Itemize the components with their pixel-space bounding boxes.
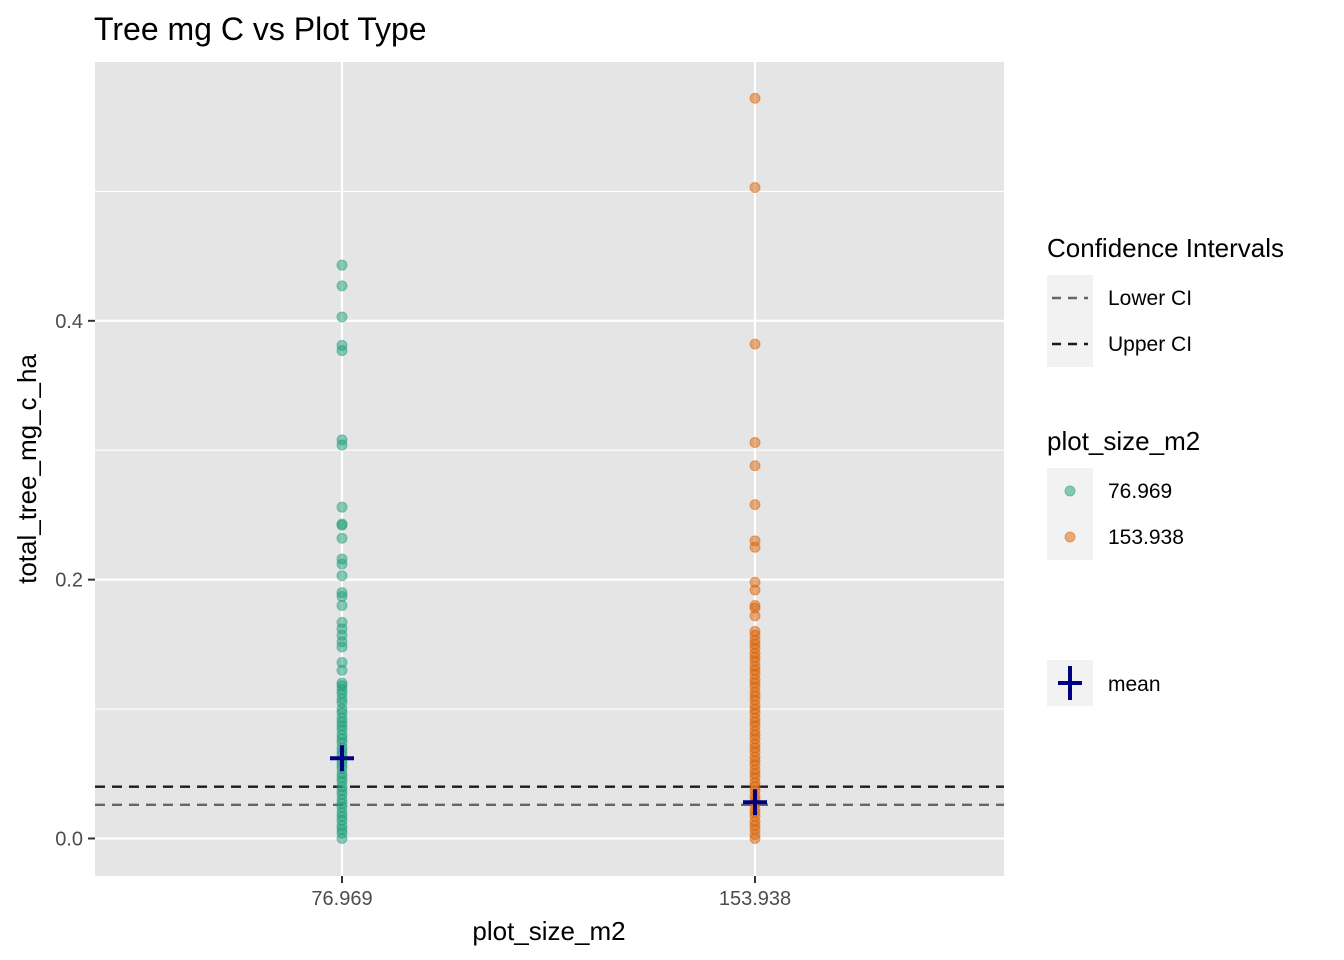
- point-s0-10: [336, 532, 348, 544]
- chart-title: Tree mg C vs Plot Type: [94, 11, 427, 47]
- legend-ci-label-upper: Upper CI: [1108, 333, 1192, 356]
- point-s1-3: [749, 436, 761, 448]
- point-s0-4: [336, 345, 348, 357]
- point-s0-15: [336, 590, 348, 602]
- legend-ci-label-lower: Lower CI: [1108, 287, 1192, 310]
- confidence-lines: [95, 785, 1004, 807]
- grid-minor: [95, 190, 1004, 710]
- point-s0-2: [336, 311, 348, 323]
- y-tick-label-2: 0.4: [55, 311, 83, 333]
- point-s1-7: [749, 541, 761, 553]
- point-s1-12: [749, 610, 761, 622]
- y-tick-label-0: 0.0: [55, 828, 83, 850]
- legend-color-key-1: [1064, 531, 1076, 543]
- point-s0-0: [336, 259, 348, 271]
- point-s0-7: [336, 501, 348, 513]
- legend-mean-label: mean: [1108, 673, 1161, 696]
- plot-panel: [95, 62, 1004, 876]
- point-s0-1: [336, 280, 348, 292]
- point-s1-2: [749, 338, 761, 350]
- y-axis-ticks: 0.0 0.2 0.4: [55, 311, 95, 850]
- x-tick-label-1: 153.938: [719, 888, 791, 910]
- x-axis-ticks: 76.969 153.938: [311, 876, 791, 910]
- point-s0-9: [336, 519, 348, 531]
- y-axis-title: total_tree_mg_c_ha: [12, 354, 42, 584]
- legend-color-label-0: 76.969: [1108, 480, 1172, 503]
- mean-markers: [330, 745, 767, 816]
- legend-ci-title: Confidence Intervals: [1047, 233, 1284, 263]
- x-axis-title: plot_size_m2: [472, 916, 625, 946]
- point-s1-0: [749, 92, 761, 104]
- grid-major: [95, 62, 1004, 876]
- point-s1-5: [749, 499, 761, 511]
- x-tick-label-0: 76.969: [311, 888, 372, 910]
- legend-color-label-1: 153.938: [1108, 526, 1184, 549]
- point-s0-12: [336, 558, 348, 570]
- point-s1-4: [749, 460, 761, 472]
- point-s0-60: [336, 832, 348, 844]
- point-s1-61: [749, 832, 761, 844]
- point-s0-23: [336, 664, 348, 676]
- legend-color-key-0: [1064, 485, 1076, 497]
- point-s0-13: [336, 570, 348, 582]
- point-s1-1: [749, 182, 761, 194]
- point-s1-9: [749, 584, 761, 596]
- point-s0-6: [336, 439, 348, 451]
- point-s0-21: [336, 641, 348, 653]
- point-s0-16: [336, 600, 348, 612]
- y-tick-label-1: 0.2: [55, 570, 83, 592]
- legend-color-title: plot_size_m2: [1047, 426, 1200, 456]
